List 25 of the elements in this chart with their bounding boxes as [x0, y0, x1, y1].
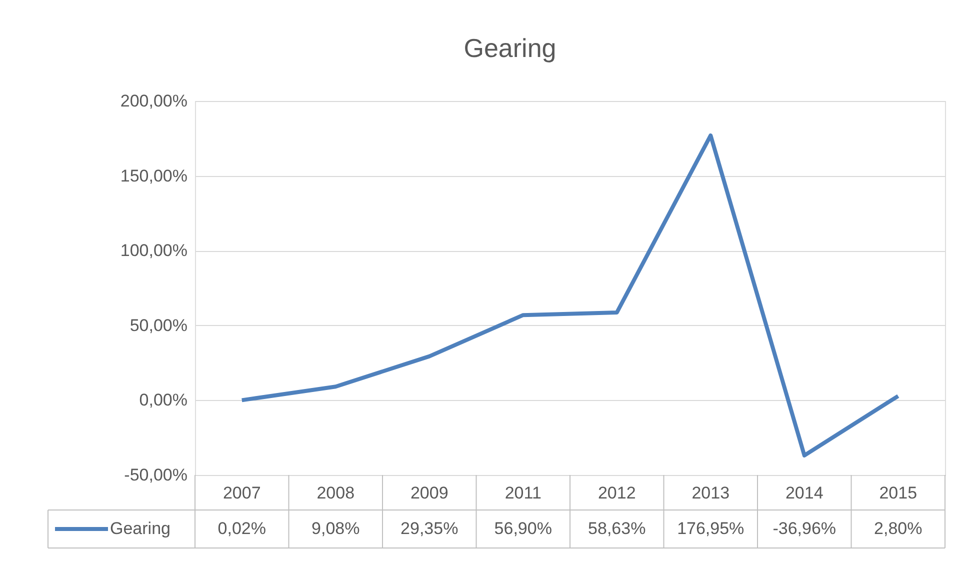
data-label: 176,95% [677, 519, 744, 538]
y-tick-label: 100,00% [120, 241, 188, 260]
x-tick-label: 2014 [785, 484, 824, 502]
line-series [240, 133, 900, 458]
data-label: 58,63% [588, 519, 646, 538]
x-tick-label: 2007 [222, 484, 261, 502]
y-tick-label: 50,00% [130, 316, 188, 335]
y-tick-label: 150,00% [120, 166, 188, 186]
chart-title: Gearing [464, 33, 556, 63]
data-label: 9,08% [312, 519, 360, 538]
y-tick-label: -50,00% [124, 466, 188, 484]
x-tick-label: 2008 [316, 484, 355, 502]
data-label: 0,02% [218, 519, 266, 538]
x-tick-label: 2009 [410, 484, 448, 502]
x-tick-label: 2013 [692, 484, 730, 502]
x-tick-label: 2011 [504, 484, 542, 502]
data-label: 56,90% [494, 519, 552, 538]
x-tick-label: 2015 [879, 484, 918, 502]
legend-label: Gearing [110, 519, 170, 538]
x-tick-label: 2012 [598, 484, 636, 502]
data-label: 2,80% [874, 519, 922, 538]
data-label: 29,35% [400, 519, 458, 538]
data-label: -36,96% [772, 519, 836, 538]
y-tick-label: 200,00% [120, 92, 188, 110]
y-tick-label: 0,00% [139, 390, 188, 410]
